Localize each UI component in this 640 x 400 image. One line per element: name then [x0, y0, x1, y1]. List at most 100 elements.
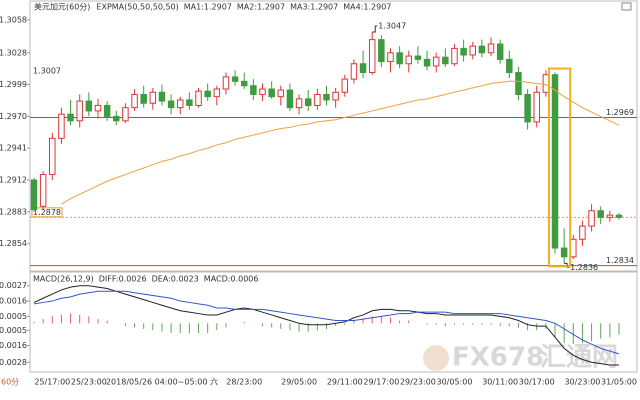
candle-body [615, 214, 623, 218]
candle-body [204, 90, 211, 98]
watermark-text: FX678 [452, 343, 544, 373]
header-item: DIFF:0.0026 [99, 275, 147, 284]
candle-body [332, 91, 339, 101]
x-tick-label: 30/17:00 [519, 378, 555, 387]
x-tick-label: 29/17:00 [363, 378, 399, 387]
x-tick-label: 28/23:00 [226, 378, 262, 387]
candle-body [506, 58, 513, 74]
x-tick-label: 2018/05/26 04:00~05:00 六 [106, 377, 218, 387]
candle-body [515, 72, 522, 95]
candle-body [451, 47, 458, 65]
candle-body [67, 113, 74, 122]
header-item: DEA:0.0023 [152, 275, 199, 284]
y-tick-label: 1.2970 [0, 112, 27, 121]
price-line-label: 1.3007 [33, 66, 61, 75]
candle-body [588, 210, 595, 227]
y-tick-label: 0.0005 [0, 312, 27, 321]
y-tick-label: 1.2999 [0, 80, 27, 89]
candle-body [158, 91, 166, 102]
candle-body [30, 179, 38, 211]
x-tick-label: 30/11:00 [482, 378, 518, 387]
y-tick-label: 1.2883 [0, 207, 27, 216]
y-tick-label: 1.3028 [0, 48, 27, 57]
candle-body [414, 55, 422, 60]
dea-line [33, 290, 620, 355]
candle-body [442, 56, 449, 65]
candle-body [323, 93, 330, 101]
y-tick-label: 1.2854 [0, 239, 27, 248]
candle-body [387, 52, 394, 63]
candle-body [542, 74, 550, 93]
candle-body [432, 56, 440, 67]
candle-body [259, 88, 266, 95]
candle-body [551, 74, 559, 249]
price-label-box [31, 207, 63, 218]
candle-body [460, 47, 467, 56]
candle-body [58, 113, 65, 139]
candle-body [250, 85, 257, 95]
candle-body [295, 98, 303, 109]
header-item: MA2:1.2907 [237, 3, 285, 12]
candle-body [314, 93, 321, 106]
candle-body [277, 89, 285, 98]
price-line-label: 1.2834 [606, 256, 634, 265]
candle-body [140, 93, 147, 104]
y-tick-label: 0.0027 [0, 281, 27, 290]
header-item: EXPMA(50,50,50,50) [96, 3, 178, 12]
high-marker [372, 25, 378, 33]
candle-body [103, 104, 111, 117]
x-tick-label: 29/11:00 [327, 378, 363, 387]
y-tick-label: 1.2941 [0, 144, 27, 153]
candle-body [131, 93, 138, 109]
y-tick-label: 1.2912 [0, 176, 27, 185]
candle-body [469, 45, 476, 56]
candle-body [570, 238, 577, 258]
y-tick-label: -0.0028 [0, 358, 27, 367]
candle-body [286, 89, 294, 109]
x-tick-label: 29/05:00 [281, 378, 317, 387]
candle-body [496, 43, 504, 60]
candle-body [378, 39, 385, 63]
candle-body [222, 76, 230, 90]
panel-icon[interactable] [621, 2, 632, 11]
highlight-box [548, 67, 572, 268]
header-item: MA3:1.2907 [290, 3, 338, 12]
candle-body [560, 247, 568, 258]
y-tick-label: 1.3058 [0, 15, 27, 24]
instrument-title: 美元加元 [34, 2, 66, 12]
candle-body [487, 43, 495, 54]
candle-body [122, 107, 129, 122]
candle-body [85, 100, 93, 112]
candle-body [304, 98, 312, 106]
candle-body [524, 93, 531, 123]
candle-body [213, 88, 221, 98]
candle-body [350, 63, 358, 80]
header-item: MACD(26,12,9) [33, 275, 94, 284]
price-line-label: 1.2969 [606, 108, 634, 117]
x-tick-label: 25/23:00 [71, 378, 107, 387]
candle-body [478, 45, 486, 54]
y-tick-label: -0.0005 [0, 326, 27, 335]
candle-body [186, 99, 193, 106]
price-line-label: 1.2878 [33, 208, 61, 217]
candle-body [231, 76, 239, 82]
candle-body [149, 91, 157, 104]
x-tick-label: 30/05:00 [437, 378, 473, 387]
diff-line [33, 285, 619, 366]
candle-body [113, 115, 120, 122]
high-label: 1.3047 [378, 21, 406, 30]
candle-body [533, 91, 540, 123]
candle-body [177, 99, 184, 109]
header-item: MACD:0.0006 [204, 275, 259, 284]
header-item: MA4:1.2907 [343, 3, 391, 12]
candle-body [606, 214, 614, 218]
candle-body [405, 55, 413, 65]
candle-body [39, 174, 47, 207]
candle-body [195, 90, 202, 106]
candle-body [167, 100, 175, 109]
candle-body [268, 88, 275, 98]
x-tick-label: 31/05:00 [601, 378, 637, 387]
header-item: MA1:1.2907 [184, 3, 232, 12]
low-label: 1.2836 [570, 263, 598, 272]
